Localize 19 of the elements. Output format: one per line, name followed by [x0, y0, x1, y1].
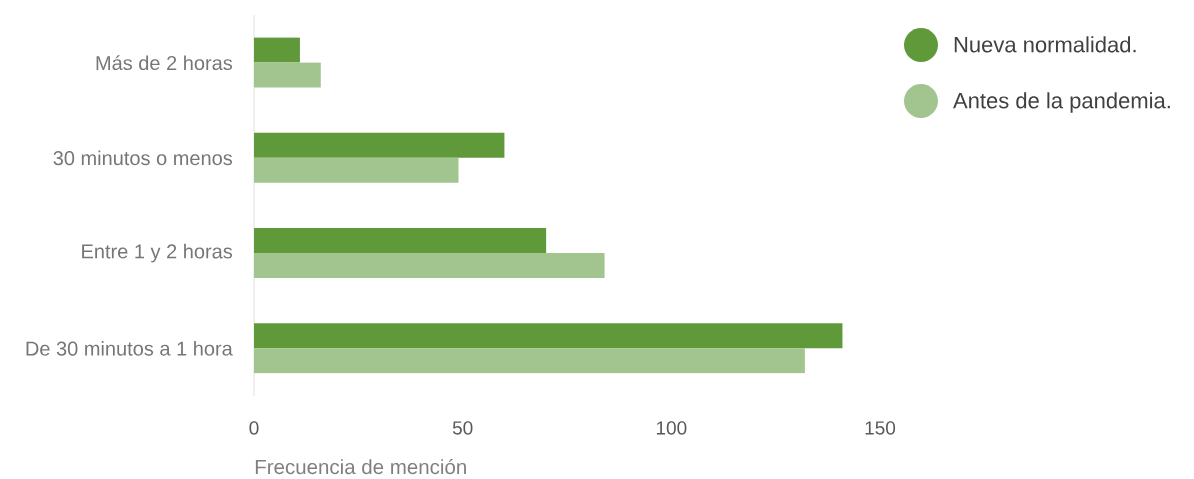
- y-tick-label: Entre 1 y 2 horas: [82, 243, 233, 263]
- bar: [254, 348, 805, 374]
- x-tick-label: 150: [865, 421, 896, 435]
- x-tick-label: 50: [452, 421, 473, 435]
- y-tick-label: Más de 2 horas: [96, 55, 233, 71]
- y-tick-label: De 30 minutos a 1 hora: [26, 341, 233, 356]
- bar: [254, 62, 321, 88]
- bar: [254, 323, 843, 349]
- legend-label: Nueva normalidad.: [954, 36, 1136, 53]
- legend-label: Antes de la pandemia.: [953, 92, 1170, 113]
- x-tick-label: 0: [249, 421, 259, 435]
- bar: [254, 132, 505, 158]
- x-axis-title: Frecuencia de mención: [255, 458, 466, 475]
- bar: [254, 37, 300, 63]
- bar: [254, 228, 547, 254]
- bar: [254, 253, 605, 279]
- y-tick-label: 30 minutos o menos: [53, 150, 233, 166]
- x-tick-label: 100: [656, 421, 687, 435]
- bar: [254, 157, 459, 183]
